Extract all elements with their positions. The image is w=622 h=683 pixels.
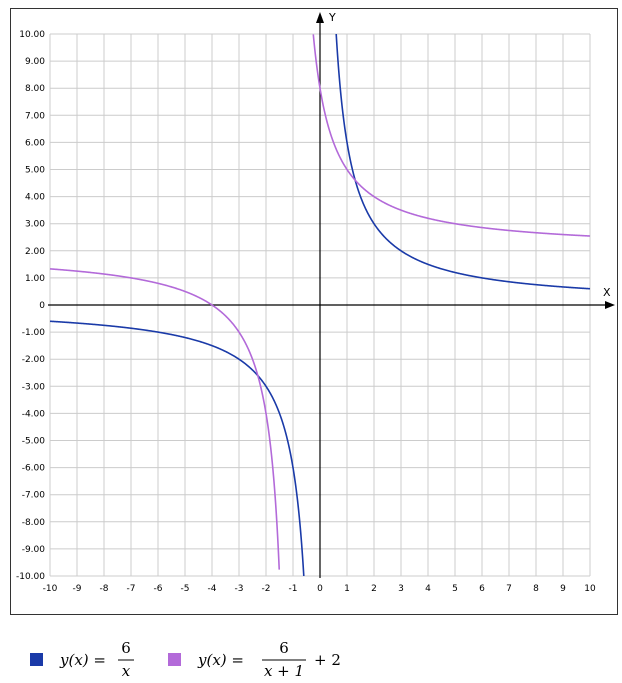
tick-labels: -10 -9 -8 -7 -6 -5 -4 -3 -2 -1 0 1 2 3 4 5 6 7 8 9 1010.009.…: [16, 30, 596, 594]
series-line-0-branch-0: [49, 320, 305, 577]
x-tick-label: 6: [479, 584, 485, 594]
y-tick-label: 6.00: [25, 138, 45, 148]
y-tick-label: 10.00: [19, 30, 45, 40]
legend-item-inverse: y(x) = 6 x: [30, 636, 150, 680]
y-tick-label: -6.00: [22, 464, 46, 474]
y-tick-label: 4.00: [25, 193, 45, 203]
y-tick-label: -9.00: [22, 545, 46, 555]
y-tick-label: -7.00: [22, 491, 46, 501]
legend-swatch: [168, 653, 181, 666]
legend-swatch: [30, 653, 43, 666]
x-tick-label: 2: [371, 584, 377, 594]
y-tick-label: 8.00: [25, 84, 45, 94]
x-tick-label: 10: [584, 584, 596, 594]
x-tick-label: -6: [154, 584, 163, 594]
x-tick-label: 9: [560, 584, 566, 594]
y-tick-label: -1.00: [22, 328, 46, 338]
legend-denominator: x + 1: [264, 662, 304, 680]
x-tick-label: 0: [317, 584, 323, 594]
x-tick-label: -9: [73, 584, 82, 594]
x-tick-label: 3: [398, 584, 404, 594]
y-tick-label: -10.00: [16, 572, 45, 582]
y-tick-label: 5.00: [25, 166, 45, 176]
series-line-1-branch-1: [312, 34, 591, 237]
x-tick-label: -1: [289, 584, 298, 594]
series-line-0-branch-1: [335, 33, 591, 290]
x-tick-label: 4: [425, 584, 431, 594]
x-tick-label: -7: [127, 584, 136, 594]
x-tick-label: -5: [181, 584, 190, 594]
axes-layer: XY: [48, 11, 615, 578]
legend-formula: y(x) = 6 x: [59, 639, 134, 680]
chart-plot: XY -10 -9 -8 -7 -6 -5 -4 -3 -2 -1 0 1 2 3 4 5 6 7 8 9 1010.0…: [16, 11, 615, 594]
x-tick-label: 8: [533, 584, 539, 594]
x-tick-label: 7: [506, 584, 512, 594]
x-axis-label: X: [603, 286, 611, 299]
series-layer: [49, 33, 591, 577]
x-tick-label: 5: [452, 584, 458, 594]
legend-suffix: + 2: [314, 651, 341, 669]
legend: y(x) = 6 x y(x) = 6 x + 1 + 2: [30, 636, 430, 680]
x-tick-label: 1: [344, 584, 350, 594]
y-tick-label: 0: [39, 301, 45, 311]
y-axis-arrow: [316, 12, 324, 23]
y-tick-label: 9.00: [25, 57, 45, 67]
x-tick-label: -8: [100, 584, 109, 594]
legend-numerator: 6: [279, 639, 289, 657]
x-tick-label: -4: [208, 584, 217, 594]
x-tick-label: -2: [262, 584, 271, 594]
y-tick-label: 7.00: [25, 111, 45, 121]
y-tick-label: 1.00: [25, 274, 45, 284]
series-line-1-branch-0: [49, 268, 281, 570]
y-tick-label: 2.00: [25, 247, 45, 257]
legend-lhs: y(x) =: [197, 651, 244, 669]
x-tick-label: -10: [43, 584, 58, 594]
legend-item-shifted: y(x) = 6 x + 1 + 2: [168, 636, 388, 680]
y-tick-label: -2.00: [22, 355, 46, 365]
y-tick-label: -8.00: [22, 518, 46, 528]
y-tick-label: -5.00: [22, 437, 46, 447]
y-axis-label: Y: [328, 11, 336, 24]
y-tick-label: -4.00: [22, 409, 46, 419]
legend-lhs: y(x) =: [59, 651, 106, 669]
legend-numerator: 6: [121, 639, 131, 657]
y-tick-label: 3.00: [25, 220, 45, 230]
x-axis-arrow: [605, 301, 615, 309]
legend-formula: y(x) = 6 x + 1 + 2: [197, 639, 341, 680]
y-tick-label: -3.00: [22, 382, 46, 392]
legend-denominator: x: [122, 662, 131, 680]
x-tick-label: -3: [235, 584, 244, 594]
